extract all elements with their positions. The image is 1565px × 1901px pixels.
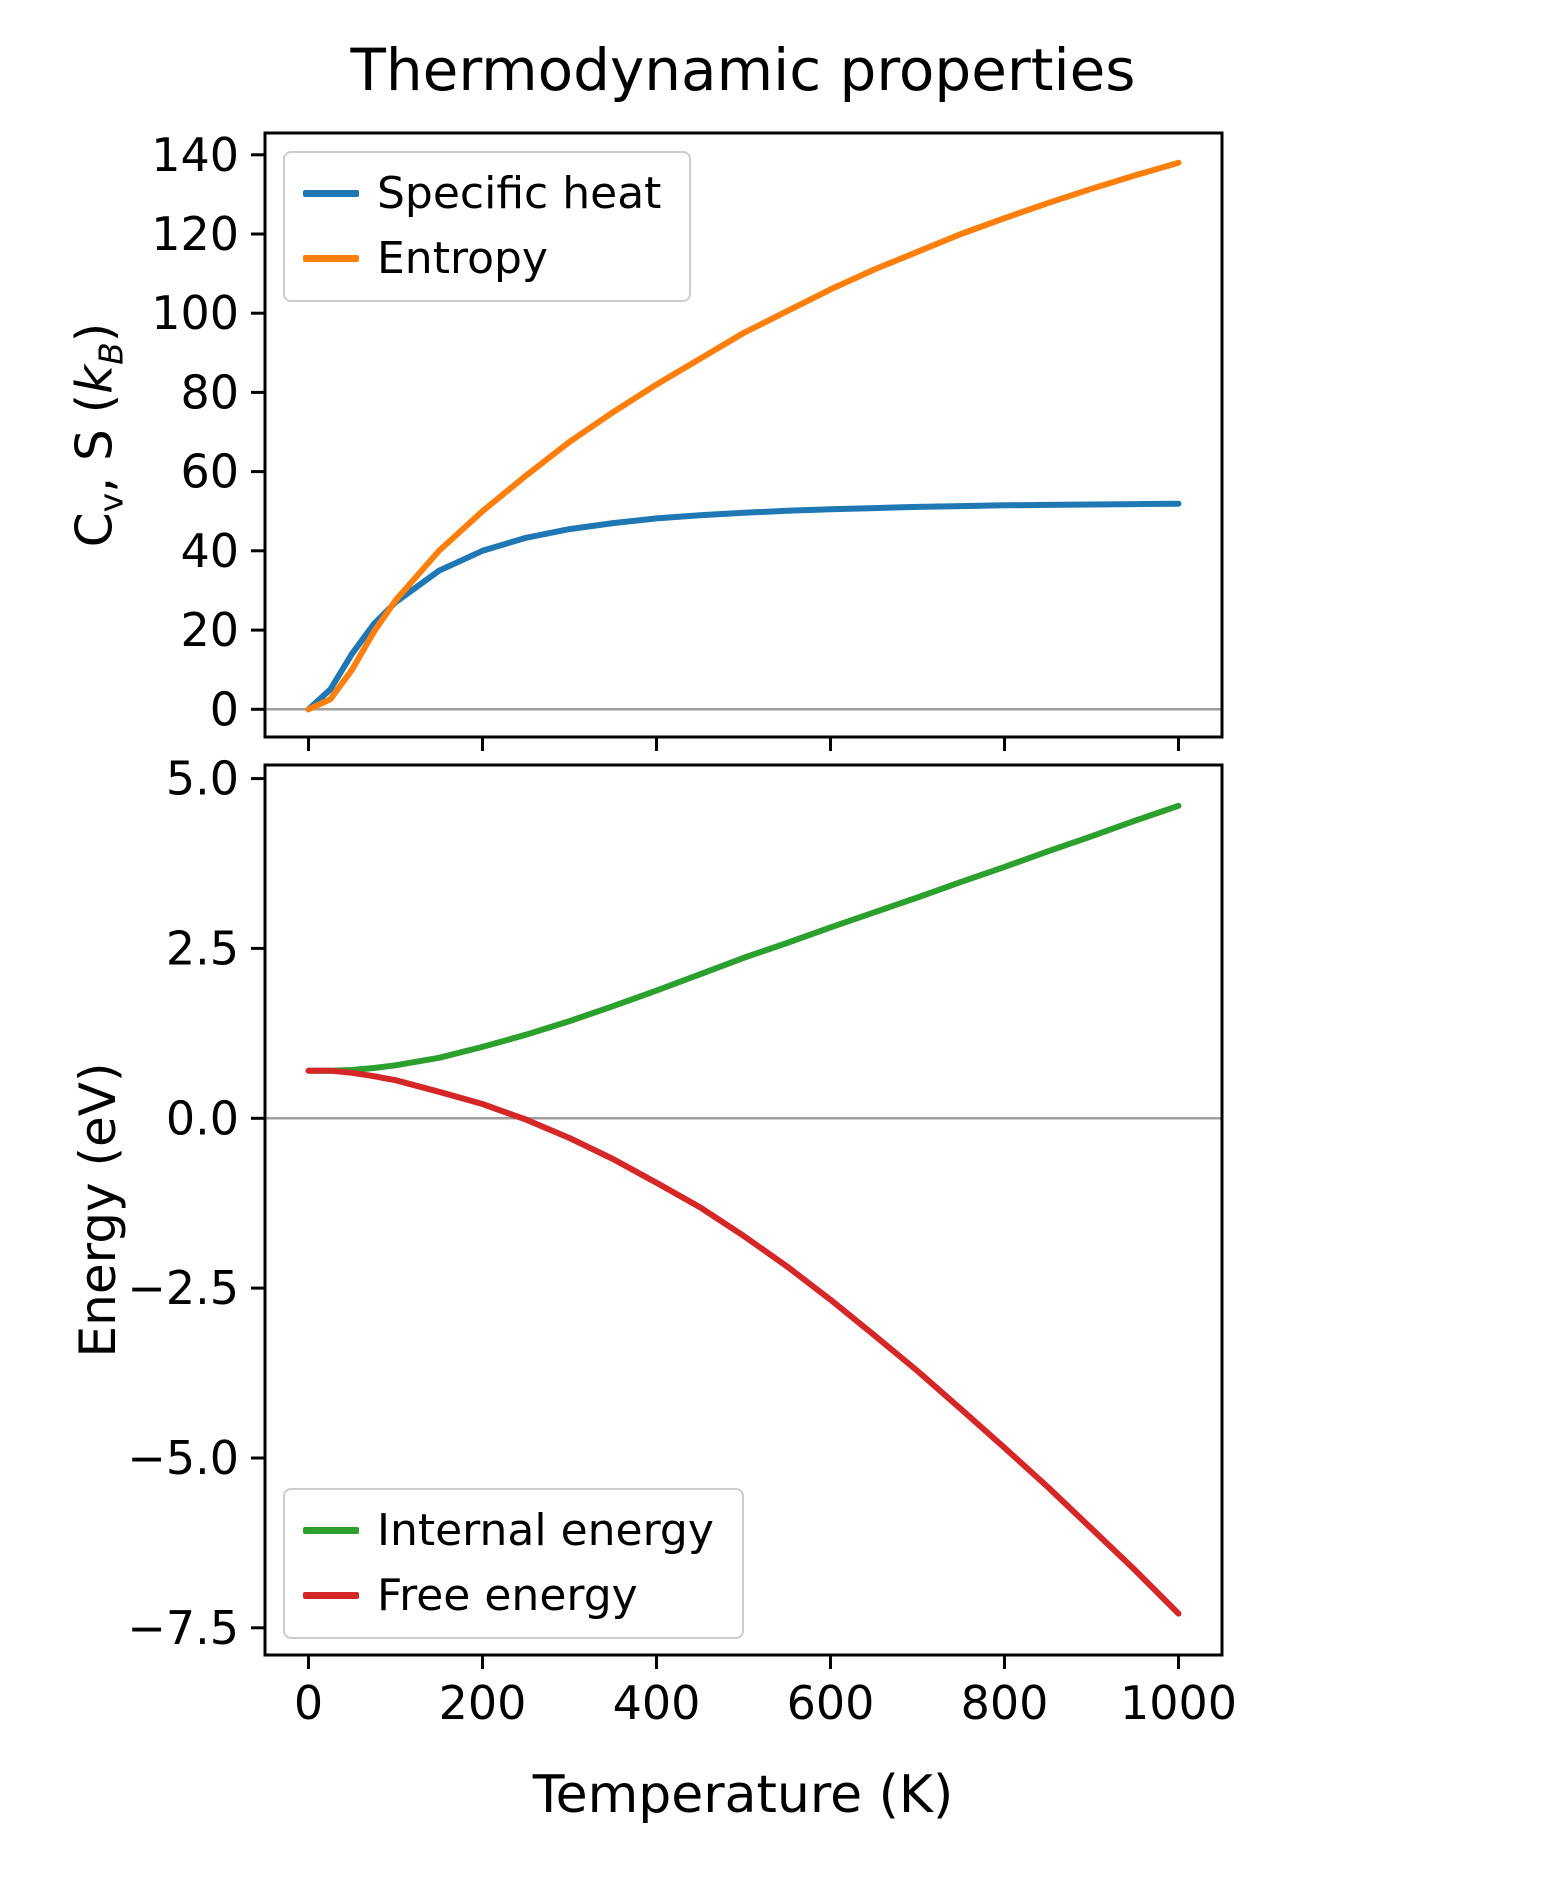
subplot-2: −7.5 −5.0 −2.5 0.0 2.5 5.0 0 200 400 600 800 1000	[127, 752, 1237, 1730]
y-tick-label: 20	[180, 603, 239, 657]
y-tick-label: 0	[210, 682, 239, 736]
y-tick-label: −2.5	[127, 1261, 239, 1315]
ylabel-top-sub-b: B	[91, 342, 131, 365]
ylabel-top-k: k	[65, 364, 124, 394]
y-tick-label: 40	[180, 524, 239, 578]
x-tick-label: 0	[294, 1676, 323, 1730]
ylabel-bottom: Energy (eV)	[69, 1062, 127, 1358]
legend-line-free-energy-icon	[303, 1592, 359, 1600]
line-internal-energy	[305, 802, 1182, 1074]
y-tick-label: −5.0	[127, 1431, 239, 1485]
legend-line-specific-heat-icon	[303, 190, 359, 198]
figure-title: Thermodynamic properties	[350, 36, 1136, 104]
xlabel: Temperature (K)	[532, 1765, 954, 1825]
legend-item-entropy: Entropy	[303, 233, 661, 285]
legend-line-entropy-icon	[303, 255, 359, 263]
x-tick-label: 200	[439, 1676, 527, 1730]
ylabel-top-mid: , S (	[65, 393, 124, 493]
y-tick-label: 80	[180, 365, 239, 419]
line-specific-heat	[305, 500, 1182, 713]
ylabel-top-text: C	[65, 512, 124, 548]
legend-line-internal-energy-icon	[303, 1527, 359, 1535]
y-tick-label: −7.5	[127, 1601, 239, 1655]
legend-item-specific-heat: Specific heat	[303, 169, 661, 218]
legend-top: Specific heat Entropy	[283, 151, 692, 302]
legend-label-entropy: Entropy	[377, 233, 548, 285]
legend-label-specific-heat: Specific heat	[377, 168, 662, 219]
y-tick-label: 2.5	[166, 921, 239, 975]
axes-frame	[263, 763, 1224, 1657]
legend-item-internal-energy: Internal energy	[303, 1506, 714, 1555]
ylabel-top-sub-v: v	[91, 492, 131, 513]
legend-label-free-energy: Free energy	[377, 1570, 638, 1622]
line-free-energy	[305, 1067, 1182, 1617]
y-tick-label: 0.0	[166, 1091, 239, 1145]
x-tick-label: 600	[787, 1676, 875, 1730]
legend-item-free-energy: Free energy	[303, 1570, 714, 1622]
y-tick-label: 120	[151, 207, 239, 261]
x-tick-label: 800	[961, 1676, 1049, 1730]
ylabel-top-close: )	[65, 322, 124, 343]
y-tick-label: 140	[151, 128, 239, 182]
x-tick-label: 1000	[1120, 1676, 1237, 1730]
legend-bottom: Internal energy Free energy	[283, 1488, 744, 1639]
ylabel-top: Cv, S (kB)	[66, 323, 131, 548]
line-entropy	[305, 159, 1182, 713]
legend-label-internal-energy: Internal energy	[377, 1505, 714, 1556]
x-tick-label: 400	[613, 1676, 701, 1730]
subplot-1: 0 20 40 60 80 100 120 140	[151, 128, 1224, 751]
axes-frame	[263, 131, 1224, 739]
y-tick-label: 60	[180, 445, 239, 499]
y-tick-label: 100	[151, 286, 239, 340]
y-tick-label: 5.0	[166, 752, 239, 806]
